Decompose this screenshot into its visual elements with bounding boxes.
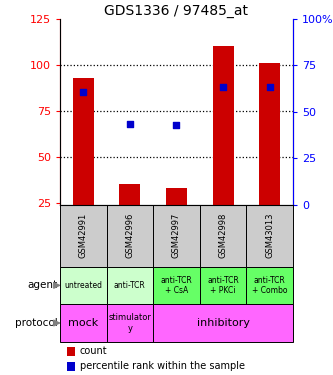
Text: GSM43013: GSM43013	[265, 213, 274, 258]
Point	[267, 84, 272, 90]
Bar	[73, 78, 94, 205]
Bar	[246, 267, 293, 304]
Bar	[67, 362, 75, 371]
Bar	[153, 304, 293, 342]
Bar	[212, 46, 234, 205]
Text: GSM42998: GSM42998	[218, 213, 228, 258]
Bar	[107, 205, 153, 267]
Text: anti-TCR
+ Combo: anti-TCR + Combo	[252, 276, 287, 295]
Text: GSM42997: GSM42997	[172, 213, 181, 258]
Bar	[60, 267, 107, 304]
Bar	[246, 205, 293, 267]
Bar	[153, 205, 200, 267]
Text: anti-TCR: anti-TCR	[114, 281, 146, 290]
Text: count: count	[80, 346, 107, 356]
Bar	[60, 304, 107, 342]
Text: untreated: untreated	[64, 281, 102, 290]
Bar	[67, 347, 75, 356]
Text: inhibitory: inhibitory	[196, 318, 250, 328]
Bar	[153, 267, 200, 304]
Point	[174, 123, 179, 129]
Text: GSM42996: GSM42996	[125, 213, 135, 258]
Text: percentile rank within the sample: percentile rank within the sample	[80, 362, 245, 371]
Bar	[200, 205, 246, 267]
Title: GDS1336 / 97485_at: GDS1336 / 97485_at	[105, 4, 248, 18]
Text: agent: agent	[28, 280, 58, 290]
Text: mock: mock	[68, 318, 98, 328]
Bar	[107, 267, 153, 304]
Bar	[119, 184, 141, 205]
Text: anti-TCR
+ PKCi: anti-TCR + PKCi	[207, 276, 239, 295]
Bar	[60, 205, 107, 267]
Text: GSM42991: GSM42991	[79, 213, 88, 258]
Point	[220, 84, 226, 90]
Bar	[259, 63, 280, 205]
Point	[81, 89, 86, 95]
Text: anti-TCR
+ CsA: anti-TCR + CsA	[161, 276, 192, 295]
Text: stimulator
y: stimulator y	[109, 313, 151, 333]
Bar	[166, 188, 187, 205]
Point	[127, 121, 133, 127]
Bar	[200, 267, 246, 304]
Bar	[107, 304, 153, 342]
Text: protocol: protocol	[15, 318, 58, 328]
